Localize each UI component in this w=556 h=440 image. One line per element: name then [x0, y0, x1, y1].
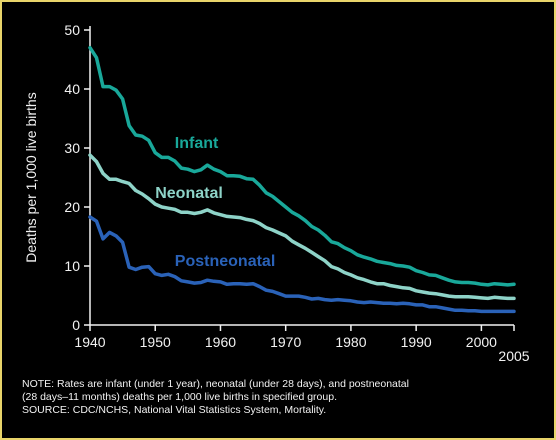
note-line-2: (28 days–11 months) deaths per 1,000 liv…: [22, 391, 337, 403]
x-tick-label: 1980: [335, 334, 366, 350]
line-chart: 0 10 20 30 40 50 1940 1950 1960 1970 1980 1990 20002…: [23, 22, 530, 364]
series-label-postneonatal: Postneonatal: [175, 253, 275, 270]
series-label-infant: Infant: [175, 135, 219, 152]
x-tick-label: 1970: [270, 334, 301, 350]
y-axis-label: Deaths per 1,000 live births: [23, 92, 39, 262]
series-group: [88, 45, 516, 314]
x-tick-label: 1990: [401, 334, 432, 350]
x-tick-label: 2000: [466, 334, 497, 350]
series-line-infant: [88, 45, 516, 287]
series-label-neonatal: Neonatal: [155, 185, 223, 202]
x-tick-label: 2005: [498, 348, 529, 364]
x-tick-label: 1950: [140, 334, 171, 350]
chart-note: NOTE: Rates are infant (under 1 year), n…: [22, 378, 542, 417]
x-tick-label: 1960: [205, 334, 236, 350]
source-line: SOURCE: CDC/NCHS, National Vital Statist…: [22, 404, 327, 416]
y-tick-label: 50: [64, 22, 80, 38]
series-line-postneonatal: [88, 215, 516, 314]
x-tick-label: 1940: [74, 334, 105, 350]
note-line-1: NOTE: Rates are infant (under 1 year), n…: [22, 378, 409, 390]
y-tick-label: 10: [64, 258, 80, 274]
series-line-neonatal: [88, 153, 516, 301]
y-tick-label: 20: [64, 199, 80, 215]
y-tick-label: 0: [72, 317, 80, 333]
axes: 0 10 20 30 40 50 1940 1950 1960 1970 1980 1990 20002…: [64, 22, 529, 364]
y-tick-label: 30: [64, 140, 80, 156]
y-tick-label: 40: [64, 81, 80, 97]
series-labels: Infant Neonatal Postneonatal: [155, 135, 275, 270]
